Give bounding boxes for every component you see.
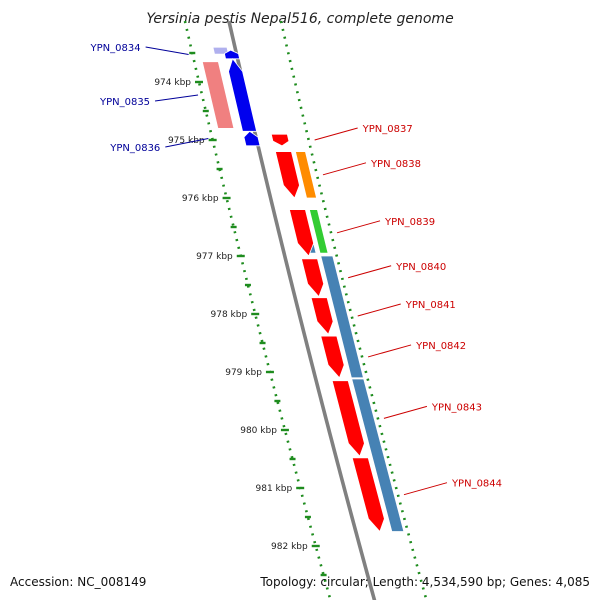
tick-label-8: 982 kbp	[271, 542, 308, 552]
map-title: Yersinia pestis Nepal516, complete genom…	[146, 11, 453, 27]
gc-track-right	[279, 20, 428, 600]
gene-arrow-0842[interactable]	[320, 335, 345, 379]
gene-label-0835[interactable]: YPN_0835	[99, 97, 150, 108]
tick-label-1: 975 kbp	[168, 136, 205, 146]
label-leader-0835	[154, 94, 199, 102]
gene-arrow-0835[interactable]	[228, 57, 258, 132]
label-leader-0842	[367, 344, 412, 358]
gene-arrow-0836[interactable]	[243, 130, 261, 147]
label-leader-0843	[383, 405, 428, 419]
label-leader-0844	[403, 482, 448, 496]
gene-arrow-0838[interactable]	[274, 151, 300, 199]
gene-arrow-0844[interactable]	[351, 457, 385, 533]
gene-arrow-0834[interactable]	[223, 49, 241, 60]
gene-arrow-0843[interactable]	[331, 380, 365, 457]
label-leader-0841	[357, 303, 401, 317]
tick-label-4: 978 kbp	[211, 310, 248, 320]
label-leader-0839	[336, 220, 381, 234]
label-leader-0837	[314, 127, 358, 141]
tick-label-0: 974 kbp	[154, 78, 191, 88]
label-leader-0836	[165, 138, 209, 148]
label-leader-0838	[322, 162, 367, 176]
gene-arrow-0841[interactable]	[310, 297, 334, 336]
tick-label-5: 979 kbp	[225, 368, 262, 378]
feature-track	[201, 46, 405, 532]
gene-track	[223, 49, 385, 533]
gene-label-0840[interactable]: YPN_0840	[395, 262, 446, 273]
gene-label-0842[interactable]: YPN_0842	[415, 341, 466, 352]
gene-label-0843[interactable]: YPN_0843	[431, 402, 482, 413]
feature-bar-0	[201, 61, 235, 129]
gene-label-0837[interactable]: YPN_0837	[362, 124, 413, 135]
tick-label-7: 981 kbp	[256, 484, 293, 494]
gene-label-0841[interactable]: YPN_0841	[405, 300, 456, 311]
gc-track-left	[183, 20, 332, 600]
gene-arrow-0840[interactable]	[300, 258, 325, 298]
gene-label-0844[interactable]: YPN_0844	[451, 479, 502, 490]
feature-bar-5	[320, 255, 364, 379]
genome-summary: Topology: circular; Length: 4,534,590 bp…	[260, 575, 590, 589]
gene-labels: YPN_0834 YPN_0835 YPN_0836 YPN_0837 YPN_0838…	[90, 43, 502, 496]
feature-bar-6	[351, 378, 405, 532]
tick-label-6: 980 kbp	[240, 426, 277, 436]
gene-label-0834[interactable]: YPN_0834	[90, 43, 141, 54]
feature-bar-2	[294, 151, 318, 199]
label-leader-0834	[145, 46, 189, 55]
gc-skew-track	[183, 20, 428, 600]
gene-label-0839[interactable]: YPN_0839	[384, 217, 435, 228]
gene-arrow-0839[interactable]	[288, 209, 315, 257]
gene-label-0838[interactable]: YPN_0838	[370, 159, 421, 170]
tick-label-3: 977 kbp	[196, 252, 233, 262]
accession-info: Accession: NC_008149	[10, 575, 147, 589]
tick-label-2: 976 kbp	[182, 194, 219, 204]
feature-bar-4	[308, 209, 329, 254]
gene-arrow-0837[interactable]	[270, 133, 290, 147]
feature-bar-1	[212, 46, 230, 55]
label-leader-0840	[348, 265, 392, 279]
scale-ticks: 974 kbp 975 kbp 976 kbp 977 kbp 978 kbp 979 k…	[154, 51, 327, 577]
gene-label-0836[interactable]: YPN_0836	[109, 143, 160, 154]
